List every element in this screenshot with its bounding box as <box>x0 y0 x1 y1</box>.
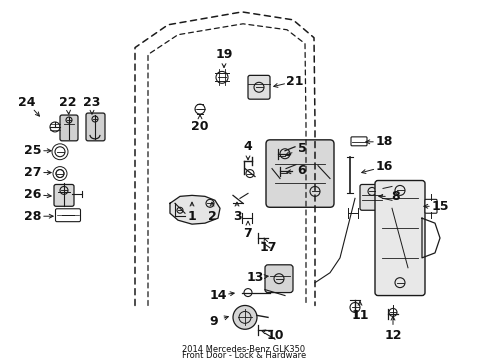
FancyBboxPatch shape <box>60 115 78 141</box>
Text: 26: 26 <box>24 188 41 201</box>
FancyBboxPatch shape <box>424 199 436 213</box>
Text: 15: 15 <box>430 200 448 213</box>
FancyBboxPatch shape <box>264 265 292 293</box>
Text: 20: 20 <box>191 121 208 134</box>
Text: 14: 14 <box>209 289 226 302</box>
FancyBboxPatch shape <box>359 184 383 210</box>
FancyBboxPatch shape <box>54 184 74 206</box>
Text: 18: 18 <box>375 135 392 148</box>
Circle shape <box>232 306 257 329</box>
Text: 2: 2 <box>207 210 216 223</box>
Polygon shape <box>170 195 220 224</box>
Text: 3: 3 <box>232 210 241 223</box>
Text: 13: 13 <box>246 271 263 284</box>
FancyBboxPatch shape <box>350 137 366 146</box>
Text: 2014 Mercedes-Benz GLK350: 2014 Mercedes-Benz GLK350 <box>182 345 305 354</box>
Text: 17: 17 <box>259 242 276 255</box>
Text: 21: 21 <box>285 75 303 88</box>
Text: 9: 9 <box>209 315 218 328</box>
Text: 8: 8 <box>391 190 400 203</box>
Text: 12: 12 <box>384 329 401 342</box>
Text: 28: 28 <box>24 210 41 223</box>
FancyBboxPatch shape <box>247 75 269 99</box>
Text: 1: 1 <box>187 210 196 223</box>
Text: 24: 24 <box>18 96 36 109</box>
FancyBboxPatch shape <box>55 209 81 222</box>
Text: 16: 16 <box>375 160 392 173</box>
FancyBboxPatch shape <box>265 140 333 207</box>
FancyBboxPatch shape <box>86 113 105 141</box>
Text: 22: 22 <box>59 96 77 109</box>
Text: 6: 6 <box>297 164 305 177</box>
Text: 25: 25 <box>24 144 41 157</box>
Text: 10: 10 <box>265 329 283 342</box>
Text: 11: 11 <box>350 309 368 322</box>
Text: 19: 19 <box>215 48 232 61</box>
Text: Front Door - Lock & Hardware: Front Door - Lock & Hardware <box>182 351 305 360</box>
Text: 4: 4 <box>243 140 252 153</box>
Text: 27: 27 <box>24 166 41 179</box>
FancyBboxPatch shape <box>374 180 424 296</box>
Text: 23: 23 <box>83 96 101 109</box>
Text: 7: 7 <box>243 226 252 239</box>
Text: 5: 5 <box>297 142 306 155</box>
